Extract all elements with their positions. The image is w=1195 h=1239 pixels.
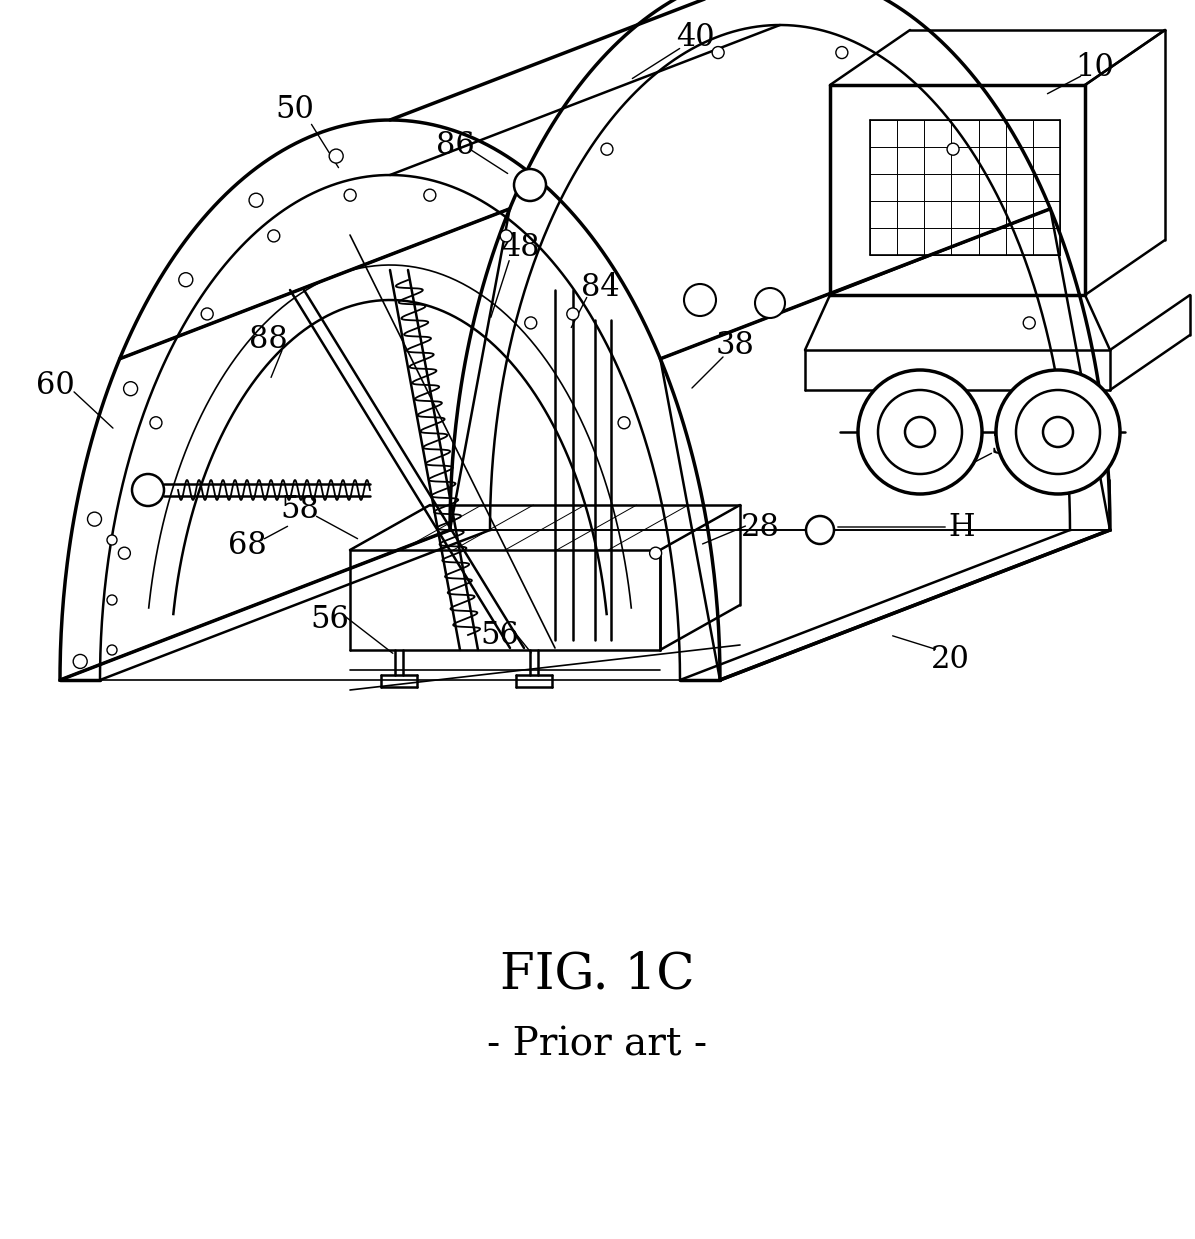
Circle shape (618, 416, 630, 429)
Circle shape (87, 512, 102, 527)
Circle shape (108, 595, 117, 605)
Circle shape (858, 370, 982, 494)
Circle shape (179, 273, 192, 286)
Circle shape (329, 149, 343, 164)
Circle shape (1043, 418, 1073, 447)
Text: 60: 60 (36, 369, 74, 400)
Text: H: H (949, 512, 975, 543)
Circle shape (525, 317, 537, 328)
Circle shape (684, 284, 716, 316)
Circle shape (118, 548, 130, 559)
Circle shape (344, 190, 356, 201)
Text: 10: 10 (1076, 52, 1115, 83)
Text: 48: 48 (501, 233, 539, 264)
Circle shape (948, 144, 960, 155)
Text: 88: 88 (249, 325, 287, 356)
Circle shape (835, 47, 848, 58)
Text: 30: 30 (991, 430, 1029, 461)
Circle shape (650, 548, 662, 559)
Text: 58: 58 (281, 494, 319, 525)
Circle shape (108, 535, 117, 545)
Circle shape (805, 515, 834, 544)
Text: 56: 56 (480, 620, 520, 650)
Circle shape (123, 382, 137, 395)
Circle shape (1023, 317, 1035, 328)
Circle shape (566, 309, 578, 320)
Circle shape (108, 646, 117, 655)
Circle shape (1016, 390, 1101, 475)
Circle shape (501, 230, 513, 242)
Circle shape (601, 144, 613, 155)
Circle shape (424, 190, 436, 201)
Circle shape (131, 475, 164, 506)
Circle shape (149, 416, 163, 429)
Text: 68: 68 (227, 529, 266, 560)
Text: 38: 38 (716, 330, 754, 361)
Text: 28: 28 (741, 513, 779, 544)
Circle shape (268, 230, 280, 242)
Text: 20: 20 (931, 644, 969, 675)
Circle shape (755, 287, 785, 318)
Text: - Prior art -: - Prior art - (486, 1026, 707, 1063)
Circle shape (878, 390, 962, 475)
Text: 50: 50 (276, 94, 314, 125)
Text: 40: 40 (675, 22, 715, 53)
Circle shape (201, 309, 213, 320)
Text: 56: 56 (311, 605, 349, 636)
Text: 86: 86 (436, 130, 474, 161)
Circle shape (712, 47, 724, 58)
Text: 84: 84 (581, 273, 619, 304)
Text: FIG. 1C: FIG. 1C (500, 950, 694, 1000)
Circle shape (249, 193, 263, 207)
Circle shape (514, 169, 546, 201)
Circle shape (905, 418, 934, 447)
Circle shape (995, 370, 1120, 494)
Circle shape (73, 654, 87, 668)
